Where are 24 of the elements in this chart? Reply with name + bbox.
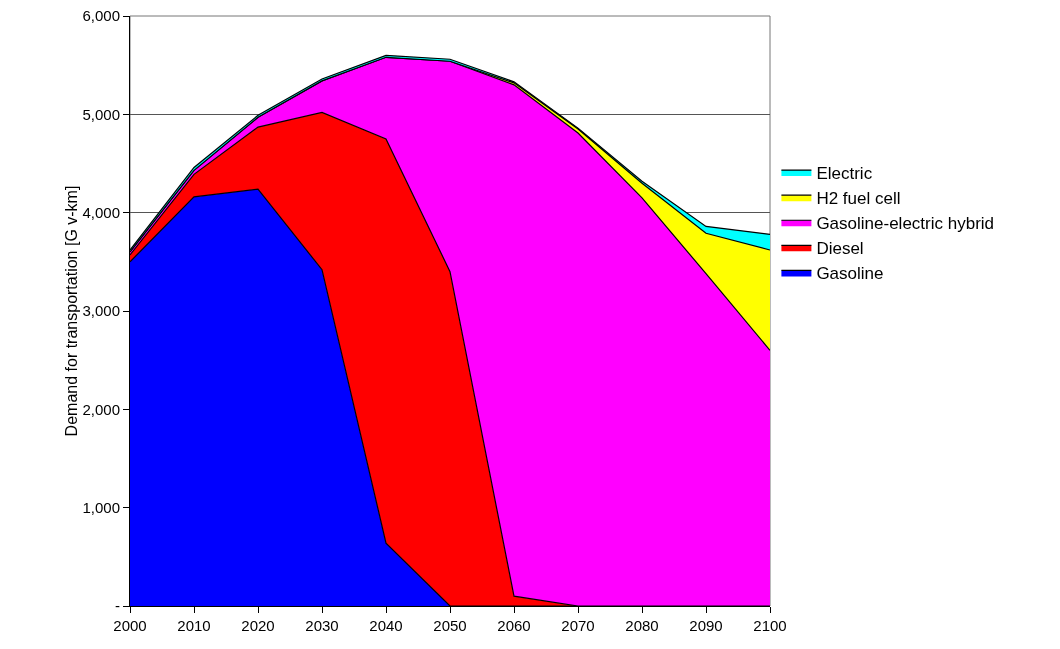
x-tick-label: 2090 bbox=[689, 617, 723, 634]
y-tick-label: - bbox=[115, 597, 120, 615]
x-tick-label: 2080 bbox=[625, 617, 659, 634]
y-tick-label: 4,000 bbox=[82, 203, 120, 221]
x-tick-label: 2050 bbox=[433, 617, 467, 634]
x-tick-label: 2030 bbox=[305, 617, 339, 634]
x-tick-label: 2040 bbox=[369, 617, 403, 634]
x-tick-label: 2020 bbox=[241, 617, 275, 634]
y-tick-label: 5,000 bbox=[82, 105, 120, 123]
x-tick-label: 2100 bbox=[753, 617, 787, 634]
legend-label: Diesel bbox=[816, 238, 864, 258]
legend-label: Electric bbox=[816, 163, 873, 183]
y-tick-label: 6,000 bbox=[82, 7, 120, 25]
legend-label: Gasoline bbox=[816, 264, 884, 284]
y-tick-label: 2,000 bbox=[82, 400, 120, 418]
legend-label: H2 fuel cell bbox=[816, 188, 901, 208]
x-tick-label: 2010 bbox=[177, 617, 211, 634]
x-tick-label: 2060 bbox=[497, 617, 531, 634]
y-axis-title: Demand for transportation [G v-km] bbox=[63, 185, 81, 437]
y-tick-label: 1,000 bbox=[82, 498, 120, 516]
legend-label: Gasoline-electric hybrid bbox=[816, 213, 995, 233]
x-tick-label: 2000 bbox=[113, 617, 147, 634]
y-tick-label: 3,000 bbox=[82, 302, 120, 320]
x-tick-label: 2070 bbox=[561, 617, 595, 634]
